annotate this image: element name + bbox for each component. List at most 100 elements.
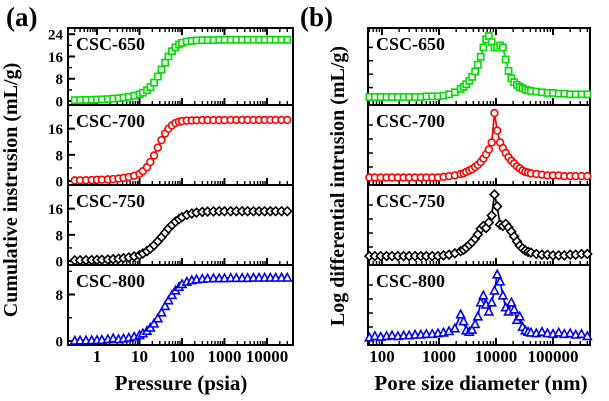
square-marker	[498, 43, 507, 52]
circle-marker	[490, 108, 499, 118]
subplot-label-csc-800: CSC-800	[76, 271, 145, 291]
square-marker	[479, 43, 488, 52]
circle-marker	[149, 151, 159, 160]
triangle-marker	[386, 329, 398, 340]
triangle-marker	[449, 322, 461, 333]
y-tick-label: 16	[48, 50, 64, 66]
triangle-marker	[581, 330, 593, 341]
square-marker	[583, 90, 592, 99]
y-tick-label: 8	[56, 228, 64, 244]
panel-b-letter: (b)	[300, 2, 333, 32]
panel-a-xaxis-label: Pressure (psia)	[115, 371, 248, 395]
panel-a-subplot-csc-700: 0 8 16 CSC-700	[48, 104, 294, 191]
circle-marker	[493, 126, 502, 135]
x-tick-label: 1000	[422, 347, 456, 366]
y-tick-label: 8	[56, 288, 64, 304]
triangle-marker	[478, 289, 489, 300]
square-marker	[476, 52, 485, 61]
y-tick-label: 0	[56, 95, 64, 111]
panel-a-yaxis-label: Cumulative instrusion (mL/g)	[0, 63, 22, 317]
square-marker	[471, 67, 480, 76]
circle-marker	[484, 145, 494, 154]
panel-b-subplot-csc-800: CSC-800	[364, 264, 593, 346]
triangle-marker	[458, 315, 469, 326]
circle-marker	[153, 143, 163, 152]
diamond-marker	[581, 248, 593, 260]
subplot-label-csc-650: CSC-650	[76, 34, 145, 54]
panel-a-letter: (a)	[6, 2, 37, 32]
y-tick-label: 8	[56, 148, 64, 164]
triangle-marker	[152, 312, 164, 323]
triangle-marker	[472, 310, 484, 321]
plots-layer: 0 8 16 24 CSC-650 0 8 16 CSC-700 0 8 16 CSC-750 0 8 CSC…	[48, 27, 593, 366]
square-marker	[283, 35, 292, 44]
triangle-marker	[514, 310, 526, 321]
triangle-marker	[491, 268, 503, 279]
triangle-marker	[455, 308, 467, 319]
diamond-marker	[281, 205, 293, 217]
square-marker	[161, 58, 169, 67]
square-marker	[150, 78, 158, 87]
triangle-marker	[506, 296, 517, 307]
subplot-label-csc-650: CSC-650	[376, 34, 445, 54]
square-marker	[473, 60, 482, 69]
y-tick-label: 24	[48, 28, 64, 44]
y-tick-label: 16	[48, 122, 64, 138]
y-tick-label: 8	[56, 72, 64, 88]
triangle-marker	[166, 289, 178, 300]
triangle-marker	[369, 330, 381, 341]
subplot-label-csc-700: CSC-700	[76, 111, 145, 131]
triangle-marker	[466, 323, 478, 334]
y-tick-label: 0	[56, 335, 64, 351]
triangle-marker	[483, 305, 495, 316]
x-tick-label: 1000	[208, 347, 242, 366]
y-tick-label: 0	[56, 175, 64, 191]
panel-a-subplot-csc-800: 0 8 CSC-800	[56, 264, 294, 351]
x-tick-label: 1	[93, 347, 102, 366]
panel-b-subplot-csc-750: CSC-750	[363, 184, 593, 266]
panel-b-yaxis-label: Log differential intrusion (mL/g)	[327, 46, 349, 326]
triangle-marker	[469, 318, 481, 329]
circle-marker	[283, 115, 292, 125]
triangle-marker	[475, 296, 487, 307]
triangle-marker	[281, 271, 293, 282]
panel-a-subplot-csc-750: 0 8 16 CSC-750	[48, 184, 294, 271]
triangle-marker	[489, 284, 500, 295]
panel-b-subplot-csc-650: CSC-650	[365, 27, 592, 106]
triangle-marker	[564, 327, 576, 338]
circle-marker	[146, 157, 155, 167]
triangle-marker	[576, 328, 587, 339]
triangle-marker	[494, 275, 506, 286]
triangle-marker	[156, 306, 167, 317]
diamond-marker	[486, 210, 498, 221]
panel-b-subplot-csc-700: CSC-700	[365, 104, 592, 186]
y-tick-label: 16	[48, 202, 64, 218]
y-tick-label: 0	[56, 255, 64, 271]
triangle-marker	[148, 317, 160, 328]
subplot-frame	[67, 184, 294, 266]
subplot-label-csc-750: CSC-750	[376, 191, 445, 211]
triangle-marker	[536, 326, 548, 336]
x-tick-label: 10000	[246, 347, 289, 366]
diamond-marker	[483, 217, 495, 228]
diamond-marker	[491, 200, 503, 212]
panel-b-xaxis-label: Pore size diameter (nm)	[374, 371, 587, 395]
circle-marker	[157, 135, 166, 145]
triangle-marker	[553, 326, 565, 337]
square-marker	[504, 66, 513, 75]
triangle-marker	[163, 294, 174, 305]
triangle-marker	[159, 300, 171, 311]
diamond-marker	[489, 189, 500, 200]
panel-b: CSC-650 CSC-700 CSC-750 CSC-800 100 1000 10000…	[363, 27, 593, 366]
x-tick-label: 100	[169, 347, 195, 366]
square-marker	[157, 65, 166, 74]
x-tick-label: 100	[369, 347, 395, 366]
subplot-label-csc-700: CSC-700	[376, 111, 445, 131]
x-tick-label: 10	[131, 347, 148, 366]
triangle-marker	[497, 289, 509, 300]
square-marker	[220, 35, 229, 44]
square-marker	[153, 72, 162, 81]
subplot-label-csc-750: CSC-750	[76, 191, 145, 211]
circle-marker	[583, 171, 592, 181]
